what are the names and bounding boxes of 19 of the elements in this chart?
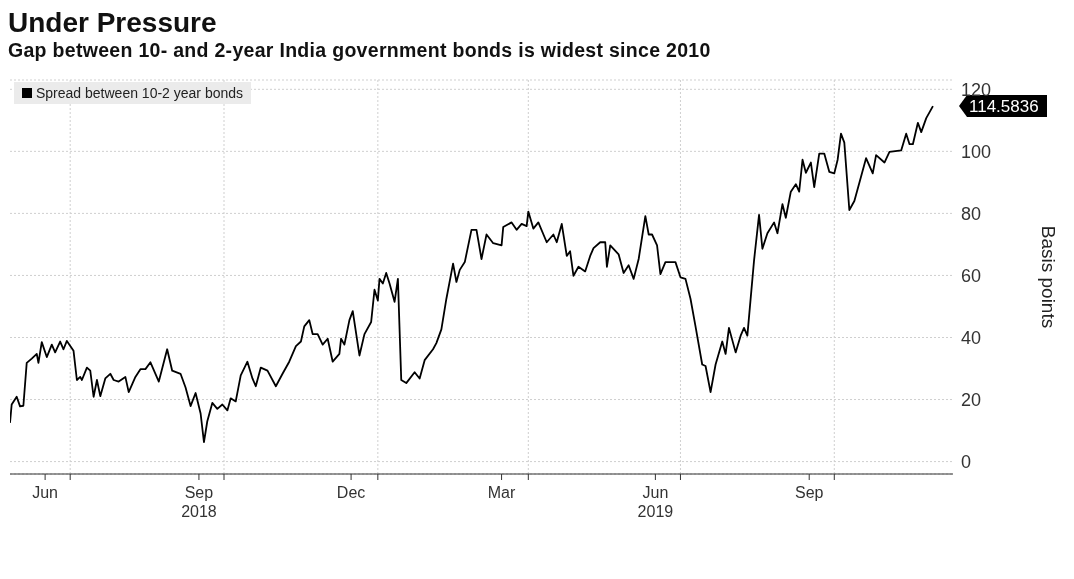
y-tick-label: 60	[961, 265, 982, 286]
x-tick-label: Jun	[32, 484, 59, 501]
x-tick-label: Sep 2018	[181, 484, 217, 520]
x-tick-label: Sep	[794, 484, 824, 501]
x-tick-label: Jun 2019	[637, 484, 674, 520]
annotation: 114.5836	[969, 97, 1039, 117]
chart-title: Under Pressure	[8, 7, 218, 38]
x-tick-label: Dec	[336, 484, 366, 501]
y-tick-label: 20	[961, 389, 982, 410]
y-tick-label: 100	[961, 141, 992, 162]
y-tick-label: 120	[961, 79, 992, 100]
y-tick-label: 80	[961, 203, 982, 224]
chart-subtitle: Gap between 10- and 2-year India government bonds is widest since 2010	[8, 38, 712, 62]
y-tick-label: 40	[961, 327, 982, 348]
y-tick-label: 0	[961, 451, 972, 472]
legend-label: Spread between 10-2 year bonds	[36, 85, 244, 101]
x-tick-label: Mar	[487, 484, 517, 501]
y-axis-title: Basis points	[1038, 225, 1059, 329]
line-series	[10, 105, 934, 443]
